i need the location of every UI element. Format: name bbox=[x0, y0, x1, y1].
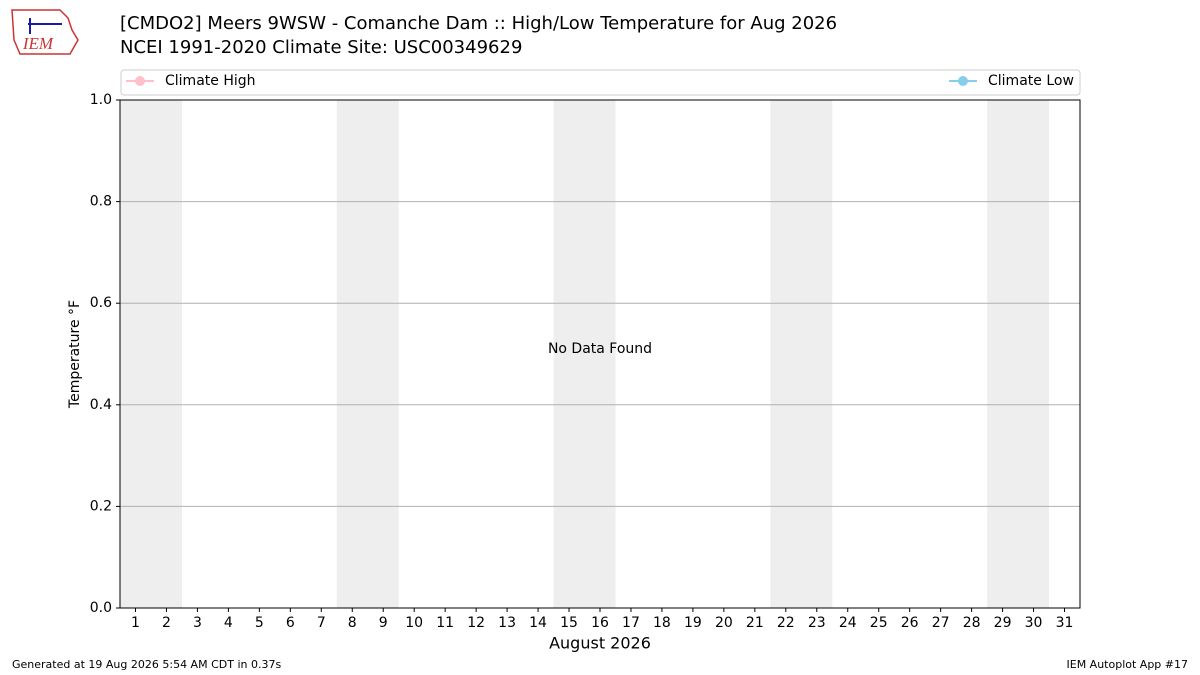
x-tick-label: 8 bbox=[348, 615, 357, 631]
x-tick-label: 15 bbox=[560, 615, 578, 631]
weekend-shade bbox=[120, 100, 182, 608]
plot-frame bbox=[119, 99, 1081, 609]
x-tick-label: 13 bbox=[498, 615, 516, 631]
x-tick-label: 21 bbox=[746, 615, 764, 631]
legend-label: Climate Low bbox=[988, 73, 1074, 89]
x-tick-label: 17 bbox=[622, 615, 640, 631]
legend-marker bbox=[958, 76, 968, 86]
x-tick-label: 29 bbox=[994, 615, 1012, 631]
x-tick-label: 18 bbox=[653, 615, 671, 631]
x-tick-label: 19 bbox=[684, 615, 702, 631]
x-tick-label: 4 bbox=[224, 615, 233, 631]
x-tick-label: 10 bbox=[405, 615, 423, 631]
x-tick-label: 3 bbox=[193, 615, 202, 631]
weekend-shade bbox=[553, 100, 616, 608]
x-tick-label: 9 bbox=[379, 615, 388, 631]
logo: IEM bbox=[11, 9, 79, 55]
x-tick-label: 31 bbox=[1056, 615, 1074, 631]
y-tick-label: 0.6 bbox=[90, 295, 112, 311]
weekend-shade bbox=[770, 100, 833, 608]
x-tick-label: 14 bbox=[529, 615, 547, 631]
y-tick-label: 1.0 bbox=[90, 92, 112, 108]
x-tick-label: 12 bbox=[467, 615, 485, 631]
y-tick-label: 0.4 bbox=[90, 397, 112, 413]
x-tick-label: 1 bbox=[131, 615, 140, 631]
x-tick-label: 2 bbox=[162, 615, 171, 631]
y-tick-label: 0.2 bbox=[90, 498, 112, 514]
x-tick-label: 5 bbox=[255, 615, 264, 631]
chart-title: [CMDO2] Meers 9WSW - Comanche Dam :: Hig… bbox=[120, 13, 837, 34]
x-tick-label: 24 bbox=[839, 615, 857, 631]
chart-subtitle: NCEI 1991-2020 Climate Site: USC00349629 bbox=[120, 37, 522, 58]
legend-box bbox=[120, 69, 1081, 96]
x-tick-label: 30 bbox=[1025, 615, 1043, 631]
x-tick-label: 22 bbox=[777, 615, 795, 631]
x-tick-label: 27 bbox=[932, 615, 950, 631]
footer-left: Generated at 19 Aug 2026 5:54 AM CDT in … bbox=[12, 658, 281, 671]
legend-label: Climate High bbox=[165, 73, 256, 89]
y-tick-label: 0.8 bbox=[90, 194, 112, 210]
logo-text: IEM bbox=[22, 34, 54, 53]
y-axis-label: Temperature °F bbox=[67, 300, 83, 409]
x-tick-label: 11 bbox=[436, 615, 454, 631]
x-tick-label: 6 bbox=[286, 615, 295, 631]
footer-right: IEM Autoplot App #17 bbox=[1067, 658, 1189, 671]
x-tick-label: 23 bbox=[808, 615, 826, 631]
annotation: No Data Found bbox=[548, 341, 652, 357]
x-tick-label: 20 bbox=[715, 615, 733, 631]
weekend-shade bbox=[987, 100, 1050, 608]
x-axis-label: August 2026 bbox=[549, 634, 651, 653]
x-tick-label: 7 bbox=[317, 615, 326, 631]
x-tick-label: 26 bbox=[901, 615, 919, 631]
x-tick-label: 28 bbox=[963, 615, 981, 631]
y-tick-label: 0.0 bbox=[90, 600, 112, 616]
weekend-shade bbox=[336, 100, 399, 608]
x-tick-label: 25 bbox=[870, 615, 888, 631]
x-tick-label: 16 bbox=[591, 615, 609, 631]
legend-marker bbox=[135, 76, 145, 86]
